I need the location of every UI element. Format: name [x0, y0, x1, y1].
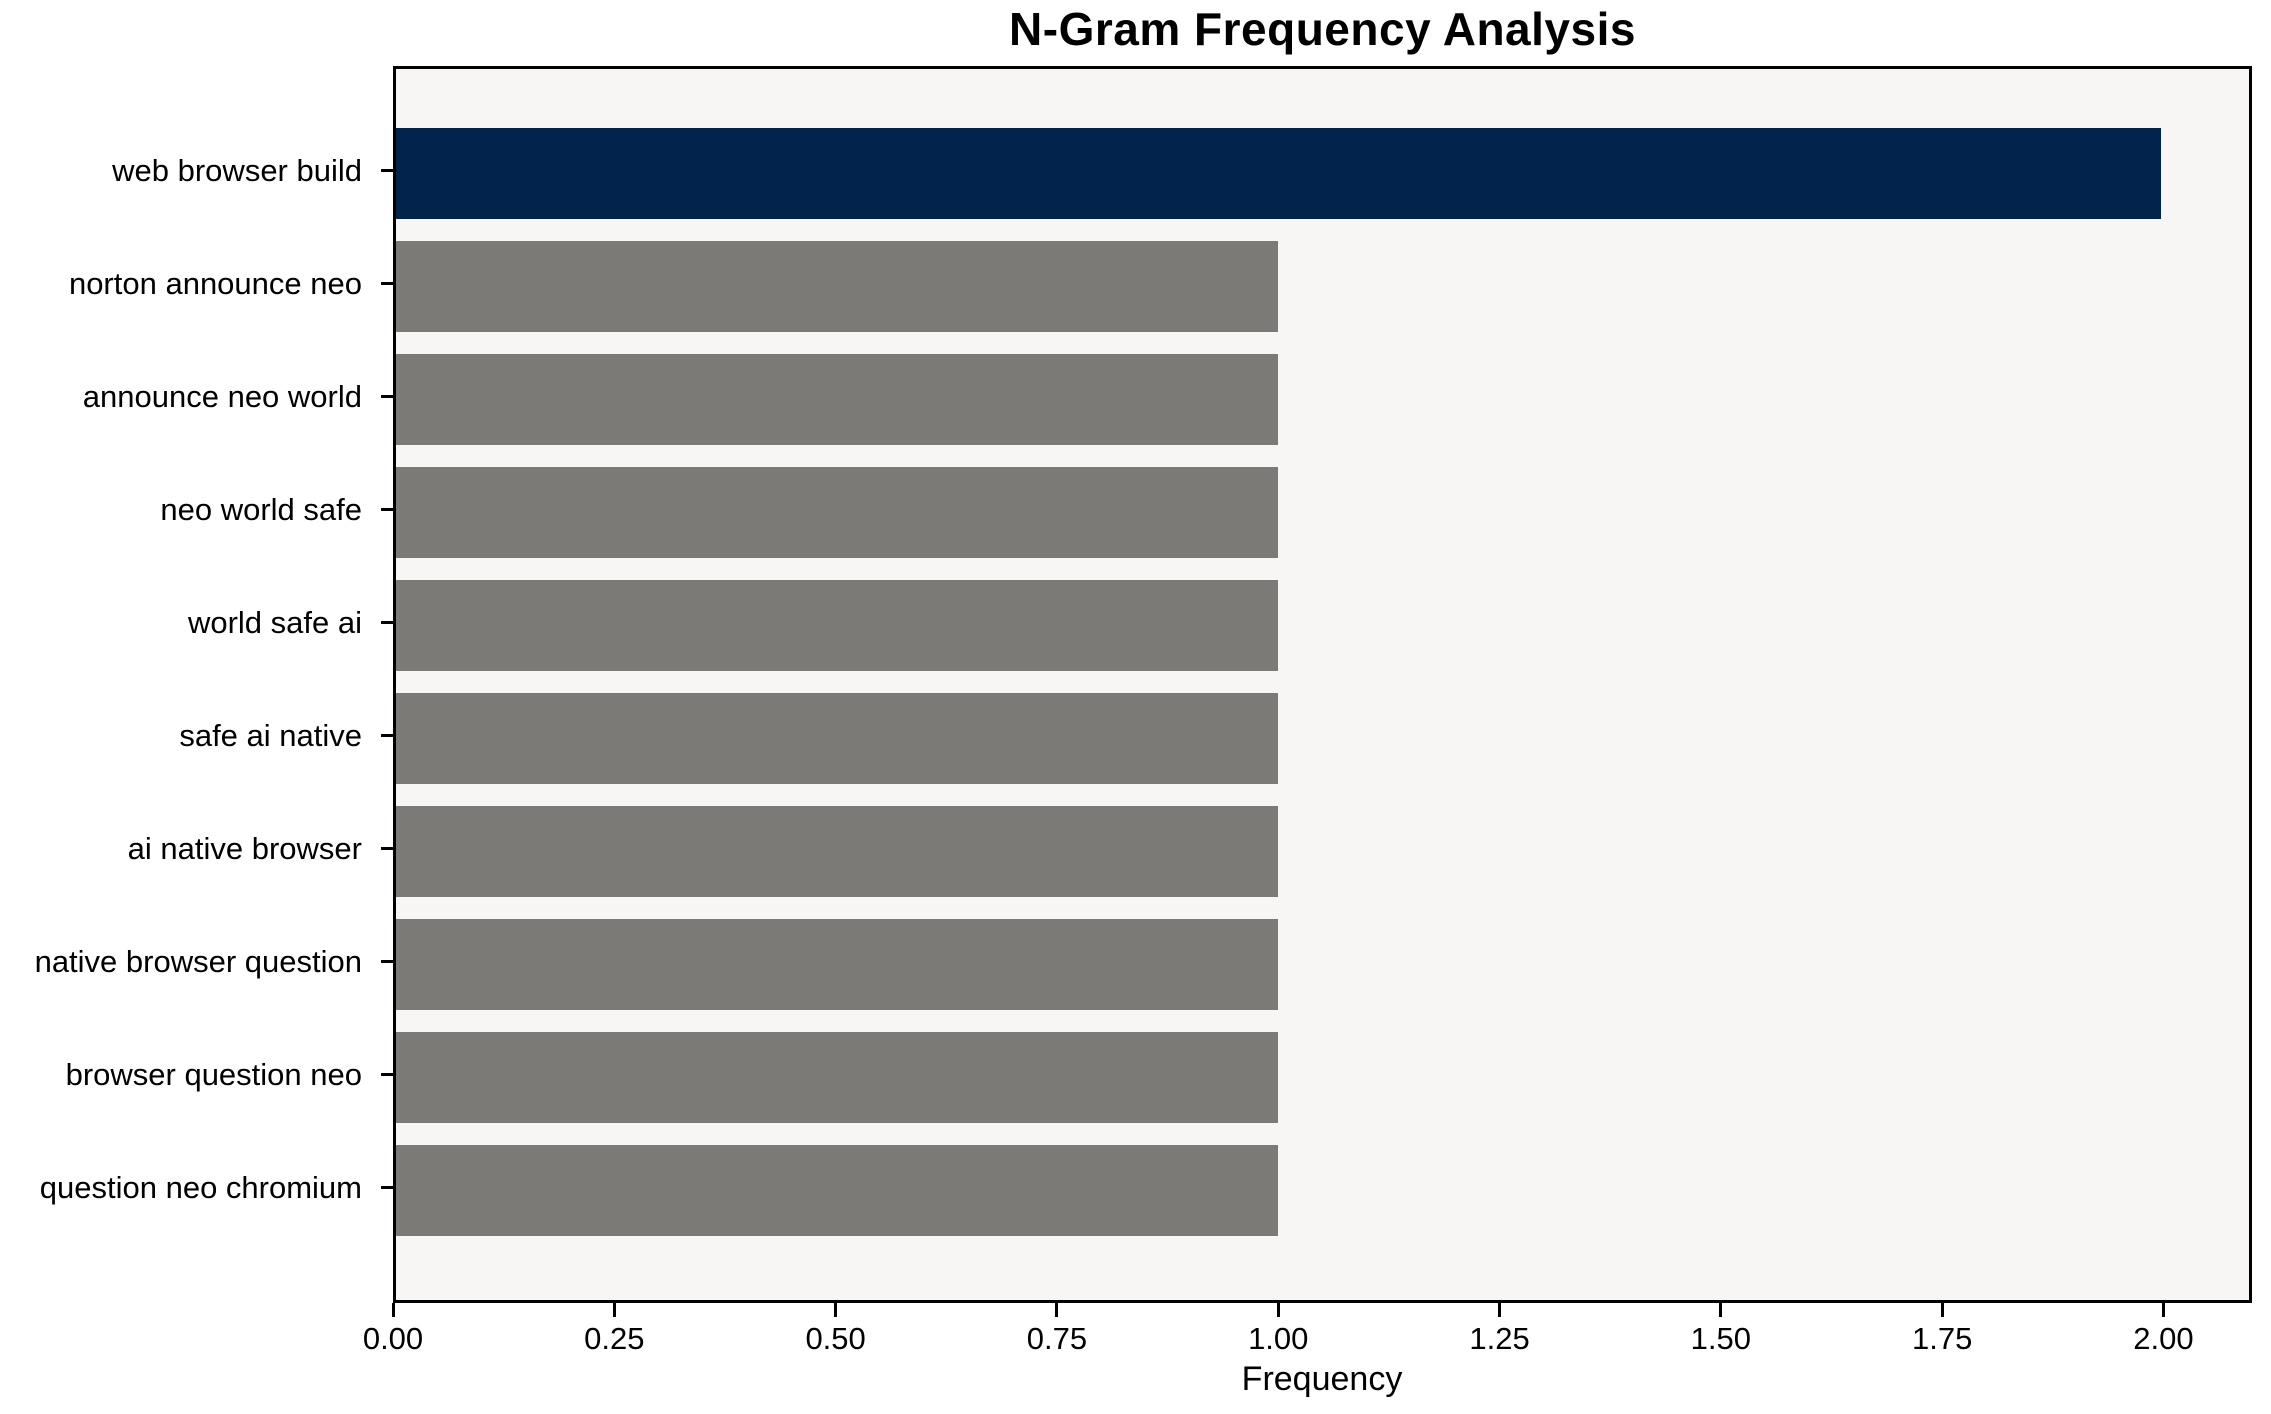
x-tick-label-1.25: 1.25 [1469, 1321, 1530, 1356]
x-tick-label-2.00: 2.00 [2133, 1321, 2194, 1356]
y-tick-mark [381, 621, 393, 624]
x-tick-mark [1940, 1303, 1944, 1317]
bar-native-browser-question [396, 919, 1279, 1010]
y-tick-label-web-browser-build: web browser build [112, 152, 362, 188]
x-tick-mark [1276, 1303, 1280, 1317]
bar-world-safe-ai [396, 580, 1279, 671]
x-tick-mark [612, 1303, 616, 1317]
x-tick-mark [834, 1303, 838, 1317]
chart-title: N-Gram Frequency Analysis [1009, 3, 1636, 55]
x-tick-label-0.50: 0.50 [805, 1321, 866, 1356]
y-tick-label-browser-question-neo: browser question neo [65, 1056, 362, 1092]
bar-neo-world-safe [396, 467, 1279, 558]
y-tick-mark [381, 960, 393, 963]
y-tick-label-ai-native-browser: ai native browser [127, 830, 362, 866]
bar-web-browser-build [396, 128, 2161, 219]
bar-safe-ai-native [396, 693, 1279, 784]
x-tick-label-1.00: 1.00 [1248, 1321, 1309, 1356]
y-tick-label-safe-ai-native: safe ai native [179, 717, 362, 753]
bar-announce-neo-world [396, 354, 1279, 445]
y-tick-mark [381, 1186, 393, 1189]
x-axis-label: Frequency [1241, 1360, 1403, 1398]
y-tick-mark [381, 1073, 393, 1076]
bar-question-neo-chromium [396, 1145, 1279, 1236]
x-tick-mark [2161, 1303, 2165, 1317]
bar-ai-native-browser [396, 806, 1279, 897]
x-tick-label-0.75: 0.75 [1026, 1321, 1088, 1356]
y-tick-mark [381, 169, 393, 172]
x-tick-label-1.50: 1.50 [1690, 1321, 1752, 1356]
y-tick-mark [381, 734, 393, 737]
x-tick-mark [391, 1303, 395, 1317]
x-tick-label-1.75: 1.75 [1911, 1321, 1973, 1356]
x-tick-mark [1719, 1303, 1723, 1317]
y-tick-label-norton-announce-neo: norton announce neo [68, 265, 362, 301]
bar-norton-announce-neo [396, 241, 1279, 332]
y-tick-label-question-neo-chromium: question neo chromium [39, 1169, 362, 1205]
plot-area [393, 66, 2252, 1303]
x-tick-mark [1498, 1303, 1502, 1317]
y-tick-mark [381, 847, 393, 850]
y-tick-label-native-browser-question: native browser question [34, 943, 362, 979]
bar-browser-question-neo [396, 1032, 1279, 1123]
y-tick-mark [381, 282, 393, 285]
x-tick-label-0.25: 0.25 [584, 1321, 645, 1356]
y-tick-label-world-safe-ai: world safe ai [187, 604, 362, 640]
x-tick-label-0.00: 0.00 [362, 1321, 424, 1356]
y-tick-label-announce-neo-world: announce neo world [82, 378, 362, 414]
y-tick-mark [381, 395, 393, 398]
y-tick-label-neo-world-safe: neo world safe [160, 491, 362, 527]
y-tick-mark [381, 508, 393, 511]
x-tick-mark [1055, 1303, 1059, 1317]
